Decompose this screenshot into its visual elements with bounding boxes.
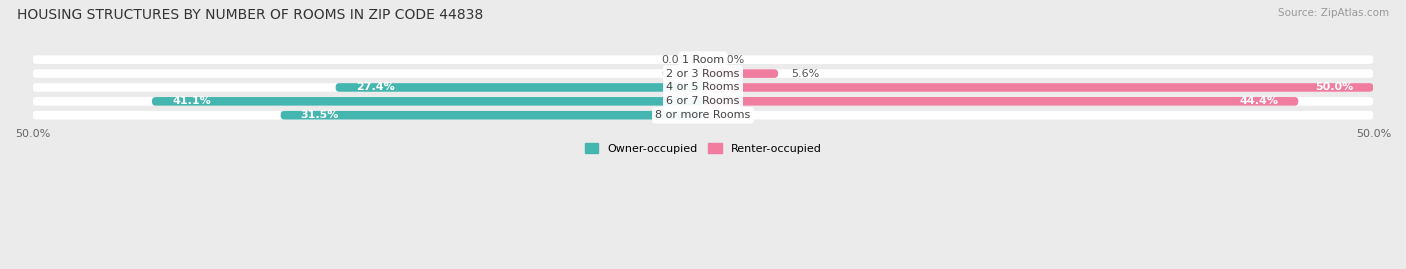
Text: 50.0%: 50.0% bbox=[1315, 83, 1353, 93]
FancyBboxPatch shape bbox=[152, 97, 703, 106]
Text: 6 or 7 Rooms: 6 or 7 Rooms bbox=[666, 96, 740, 106]
Text: 4 or 5 Rooms: 4 or 5 Rooms bbox=[666, 83, 740, 93]
FancyBboxPatch shape bbox=[32, 69, 1374, 78]
FancyBboxPatch shape bbox=[32, 111, 1374, 119]
Text: 41.1%: 41.1% bbox=[172, 96, 211, 106]
Text: 31.5%: 31.5% bbox=[301, 110, 339, 120]
Text: 0.0%: 0.0% bbox=[661, 55, 689, 65]
FancyBboxPatch shape bbox=[32, 55, 1374, 64]
FancyBboxPatch shape bbox=[32, 97, 1374, 106]
Text: 2 or 3 Rooms: 2 or 3 Rooms bbox=[666, 69, 740, 79]
Text: 0.0%: 0.0% bbox=[717, 55, 745, 65]
FancyBboxPatch shape bbox=[703, 69, 778, 78]
FancyBboxPatch shape bbox=[281, 111, 703, 119]
Legend: Owner-occupied, Renter-occupied: Owner-occupied, Renter-occupied bbox=[581, 139, 825, 158]
Text: 44.4%: 44.4% bbox=[1239, 96, 1278, 106]
Text: 0.0%: 0.0% bbox=[717, 110, 745, 120]
FancyBboxPatch shape bbox=[32, 83, 1374, 92]
Text: Source: ZipAtlas.com: Source: ZipAtlas.com bbox=[1278, 8, 1389, 18]
FancyBboxPatch shape bbox=[703, 97, 1298, 106]
Text: 27.4%: 27.4% bbox=[356, 83, 395, 93]
Text: 1 Room: 1 Room bbox=[682, 55, 724, 65]
FancyBboxPatch shape bbox=[703, 83, 1374, 92]
Text: 8 or more Rooms: 8 or more Rooms bbox=[655, 110, 751, 120]
FancyBboxPatch shape bbox=[336, 83, 703, 92]
Text: HOUSING STRUCTURES BY NUMBER OF ROOMS IN ZIP CODE 44838: HOUSING STRUCTURES BY NUMBER OF ROOMS IN… bbox=[17, 8, 484, 22]
Text: 0.0%: 0.0% bbox=[661, 69, 689, 79]
Text: 5.6%: 5.6% bbox=[792, 69, 820, 79]
